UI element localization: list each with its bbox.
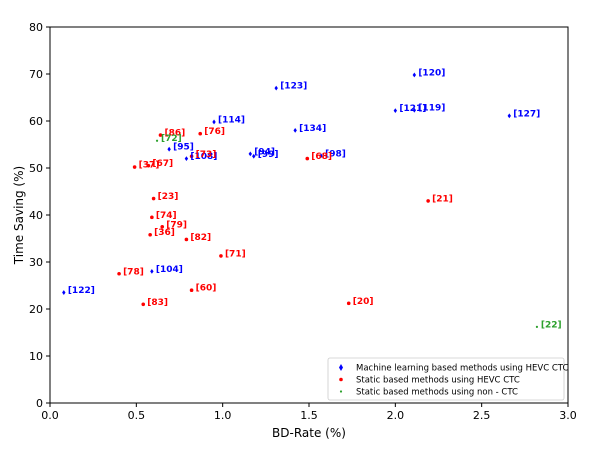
data-point xyxy=(184,237,189,242)
y-axis-title: Time Saving (%) xyxy=(12,166,26,265)
x-tick-label: 1.5 xyxy=(300,409,318,422)
data-point xyxy=(184,156,189,161)
data-point xyxy=(150,215,154,220)
y-tick-label: 30 xyxy=(29,256,43,269)
y-tick-label: 40 xyxy=(29,209,43,222)
ticks-layer: 0.0 0.5 1.0 1.5 2.0 2.5 3.0 0 10 20 30 40 50 60 70 80 xyxy=(29,21,577,422)
point-label: [94] xyxy=(254,147,275,157)
data-point xyxy=(346,301,351,306)
plot-frame xyxy=(49,26,569,404)
data-point xyxy=(393,108,398,114)
legend-label-ml: Machine learning based methods using HEV… xyxy=(356,364,568,374)
point-label: [104] xyxy=(156,265,183,275)
data-point xyxy=(412,72,417,78)
point-label: [20] xyxy=(353,297,374,307)
data-point xyxy=(198,131,203,136)
point-label: [122] xyxy=(68,286,95,296)
point-label: [79] xyxy=(166,220,187,230)
data-point xyxy=(212,119,216,125)
legend-marker-static xyxy=(339,377,343,382)
y-tick-label: 80 xyxy=(29,21,43,34)
legend-label-noncTC: Static based methods using non - CTC xyxy=(356,388,518,398)
point-label: [68] xyxy=(311,152,332,162)
point-label: [36] xyxy=(154,228,175,238)
point-label: [119] xyxy=(418,104,445,114)
y-tick-label: 20 xyxy=(29,303,43,316)
point-label: [120] xyxy=(418,68,445,78)
y-tick-label: 0 xyxy=(36,397,43,410)
x-tick-label: 3.0 xyxy=(559,409,577,422)
labels-layer: [122] [104] [95][108] [114] [94][99] [123] [13… xyxy=(68,68,562,330)
data-point xyxy=(146,163,151,168)
point-label: [123] xyxy=(280,82,307,92)
data-point xyxy=(248,151,252,157)
data-point xyxy=(158,133,163,137)
data-point xyxy=(167,146,171,152)
point-label: [37] xyxy=(139,161,160,171)
y-tick-label: 60 xyxy=(29,115,43,128)
point-label: [86] xyxy=(165,129,186,139)
point-label: [71] xyxy=(225,249,246,259)
data-point xyxy=(151,196,156,201)
point-label: [99] xyxy=(258,150,279,160)
legend-box xyxy=(327,357,565,401)
y-tick-label: 70 xyxy=(29,68,43,81)
point-label: [22] xyxy=(541,320,562,330)
data-point xyxy=(189,288,194,293)
legend: Machine learning based methods using HEV… xyxy=(327,357,568,401)
x-tick-label: 0.0 xyxy=(41,409,59,422)
point-label: [108] xyxy=(190,152,217,162)
data-point xyxy=(535,325,539,328)
point-label: [114] xyxy=(218,115,245,125)
data-point xyxy=(426,199,430,203)
data-point xyxy=(150,269,154,274)
data-point xyxy=(293,128,297,133)
point-label: [72] xyxy=(161,134,182,144)
point-label: [78] xyxy=(123,267,144,277)
point-label: [121] xyxy=(399,104,426,114)
data-point xyxy=(507,113,511,119)
x-tick-label: 1.0 xyxy=(214,409,232,422)
point-label: [83] xyxy=(147,298,168,308)
data-point xyxy=(252,153,256,159)
data-point xyxy=(160,224,165,229)
y-tick-label: 50 xyxy=(29,162,43,175)
data-point xyxy=(132,165,137,169)
legend-marker-ml xyxy=(339,364,343,371)
point-label: [82] xyxy=(190,233,211,243)
data-point xyxy=(189,154,194,159)
data-point xyxy=(117,271,121,276)
data-point xyxy=(141,302,146,307)
y-tick-label: 10 xyxy=(29,350,43,363)
data-point xyxy=(319,153,323,159)
point-label: [60] xyxy=(196,284,217,294)
data-point xyxy=(148,232,152,237)
points-layer xyxy=(62,72,539,328)
point-label: [23] xyxy=(158,192,179,202)
data-point xyxy=(62,290,66,295)
point-label: [73] xyxy=(196,150,217,160)
point-label: [76] xyxy=(204,127,225,137)
data-point xyxy=(219,254,223,258)
point-label: [127] xyxy=(513,109,540,119)
data-point xyxy=(412,107,417,113)
legend-label-static: Static based methods using HEVC CTC xyxy=(356,376,520,386)
data-point xyxy=(305,156,310,161)
point-label: [98] xyxy=(325,149,346,159)
legend-marker-noncTC xyxy=(339,390,343,393)
point-label: [67] xyxy=(152,159,173,169)
point-label: [95] xyxy=(173,143,194,153)
point-label: [21] xyxy=(432,194,453,204)
x-tick-label: 2.5 xyxy=(473,409,491,422)
x-tick-label: 0.5 xyxy=(128,409,146,422)
point-label: [74] xyxy=(156,211,177,221)
point-label: [134] xyxy=(299,124,326,134)
x-tick-label: 2.0 xyxy=(387,409,405,422)
x-axis-title: BD-Rate (%) xyxy=(272,426,346,440)
data-point xyxy=(155,139,159,142)
data-point xyxy=(274,85,278,91)
